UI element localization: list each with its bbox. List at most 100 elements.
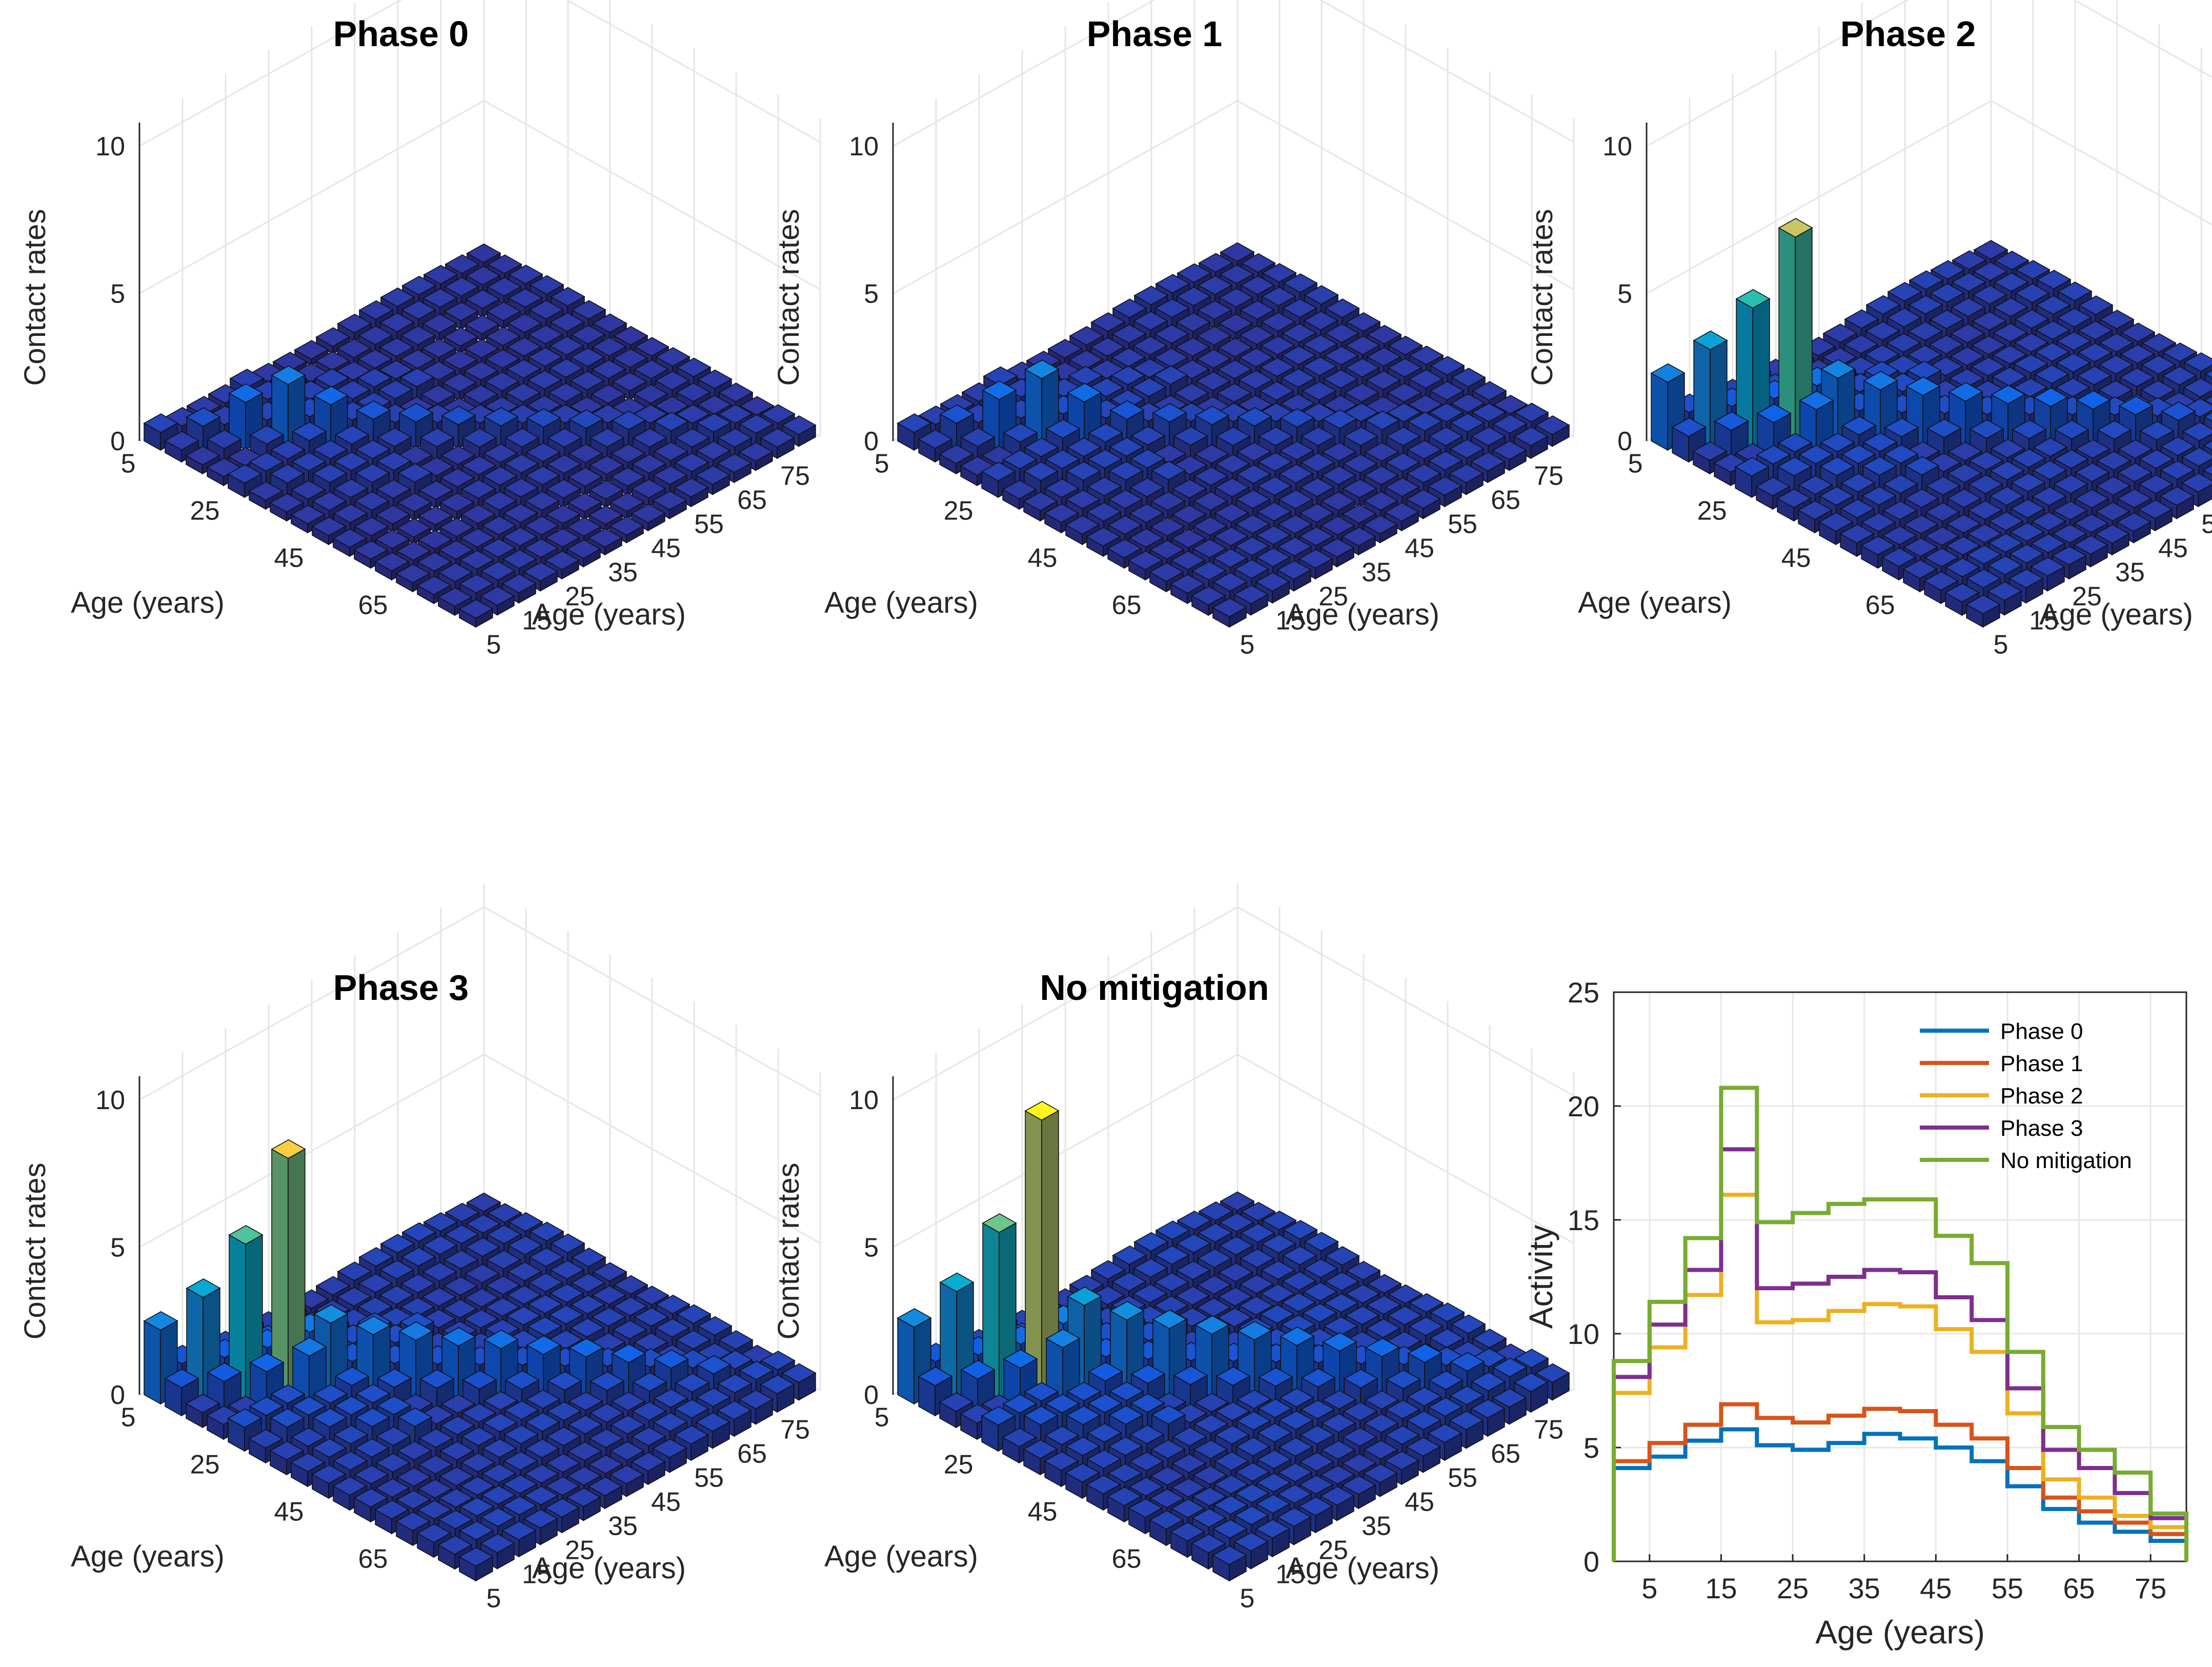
- bar-top: [314, 368, 350, 388]
- right-age-tick-label: 5: [1240, 630, 1255, 659]
- bar-top: [458, 599, 494, 619]
- bar-top: [397, 463, 433, 483]
- bar-top: [718, 383, 754, 403]
- bar-top: [1241, 253, 1276, 273]
- bar-top: [311, 516, 347, 536]
- bar-top: [592, 336, 627, 357]
- right-age-axis-label: Age (years): [1286, 598, 1439, 631]
- bar-top: [444, 277, 479, 297]
- bar-top: [486, 302, 521, 322]
- bar: [610, 467, 645, 496]
- bar-top: [1196, 326, 1232, 346]
- bar-top: [354, 491, 390, 511]
- bar-top: [1175, 312, 1211, 332]
- bar-top: [634, 337, 669, 357]
- left-age-tick-label: 25: [190, 1450, 220, 1480]
- bar-top: [376, 451, 412, 471]
- bar-top: [1154, 298, 1190, 318]
- z-tick-label: 5: [110, 1233, 125, 1263]
- bar-top: [1217, 337, 1253, 357]
- bar-top: [461, 479, 496, 499]
- bar-top: [503, 478, 539, 498]
- bar: [501, 573, 537, 604]
- bar-top: [460, 528, 495, 548]
- bar-top: [760, 428, 795, 448]
- bar-top: [505, 383, 541, 403]
- left-age-tick-label: 25: [190, 496, 220, 526]
- bar: [353, 540, 389, 569]
- z-axis-label: Contact rates: [772, 209, 805, 386]
- bar-top: [396, 541, 431, 561]
- bar-top: [527, 347, 563, 367]
- bar-top: [291, 452, 327, 472]
- z-axis-label: Contact rates: [1526, 209, 1559, 386]
- bar-top: [591, 384, 626, 404]
- bar-top: [1303, 311, 1338, 331]
- bar-top: [417, 552, 452, 572]
- bar-top: [422, 288, 458, 308]
- bar-top: [443, 302, 479, 322]
- bar-top: [354, 516, 389, 536]
- bar-top: [1261, 286, 1296, 307]
- bar-top: [400, 349, 435, 369]
- bar-top: [633, 384, 668, 404]
- bar-top: [697, 369, 733, 389]
- bar-top: [545, 504, 581, 525]
- bar-top: [313, 439, 348, 459]
- right-age-tick-label: 45: [2158, 533, 2188, 563]
- bar: [587, 528, 623, 556]
- bar-top: [529, 275, 564, 295]
- right-age-axis-label: Age (years): [532, 598, 686, 631]
- bar-top: [501, 573, 537, 594]
- bar-top: [334, 451, 369, 471]
- bar-top: [291, 480, 326, 500]
- left-age-tick-label: 65: [1112, 591, 1142, 620]
- bar-top: [675, 428, 710, 448]
- z-tick-label: 5: [1617, 279, 1632, 309]
- bar-top: [440, 445, 476, 465]
- bar-top: [739, 396, 775, 416]
- bar-top: [502, 527, 538, 547]
- z-tick-label: 5: [864, 279, 879, 309]
- right-age-tick-label: 65: [737, 1439, 767, 1469]
- bar-top: [1367, 325, 1402, 345]
- z-axis-label: Contact rates: [18, 209, 52, 386]
- bar-top: [400, 326, 436, 346]
- bar-top: [355, 463, 390, 483]
- bar-top: [438, 563, 473, 583]
- bar-top: [337, 313, 372, 334]
- bar: [480, 586, 515, 616]
- left-age-tick-label: 5: [1628, 449, 1643, 479]
- left-age-axis-label: Age (years): [71, 1540, 225, 1573]
- bar-top: [525, 442, 561, 463]
- bar-top: [357, 349, 393, 369]
- bar-top: [655, 370, 690, 391]
- bar-top: [396, 518, 432, 538]
- bar-top: [315, 327, 351, 347]
- bar-top: [186, 407, 221, 427]
- right-age-tick-label: 35: [608, 1511, 638, 1541]
- bar-top: [423, 265, 458, 285]
- bar-top: [1198, 253, 1233, 273]
- left-age-tick-label: 5: [875, 449, 889, 479]
- bar-top: [1090, 337, 1125, 357]
- bar-top: [358, 325, 393, 346]
- bar: [1154, 324, 1189, 354]
- bar-top: [697, 395, 732, 415]
- z-tick-label: 10: [849, 132, 879, 162]
- bar-top: [1261, 312, 1296, 332]
- bar-top: [459, 550, 495, 570]
- bar-face-left: [897, 1317, 915, 1405]
- bar-top: [676, 383, 711, 403]
- bar-top: [333, 478, 369, 498]
- grid-line: [892, 0, 1574, 147]
- bar-top: [333, 504, 368, 524]
- bar: [458, 599, 494, 628]
- bar-top: [442, 372, 477, 393]
- bar-top: [632, 428, 667, 448]
- bar-top: [227, 464, 262, 484]
- bar-top: [631, 504, 666, 524]
- bar-top: [379, 312, 415, 332]
- bar-top: [380, 287, 415, 307]
- right-age-tick-label: 35: [2115, 557, 2145, 587]
